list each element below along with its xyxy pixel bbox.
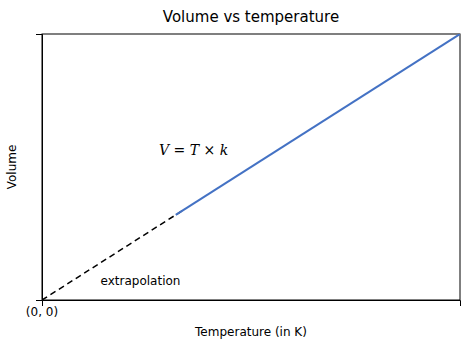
plot-frame — [42, 34, 460, 300]
x-axis — [43, 301, 461, 307]
x-axis-title: Temperature (in K) — [194, 325, 307, 339]
lines — [42, 34, 460, 300]
title: Volume vs temperature — [163, 8, 339, 26]
annotations: V = T × k extrapolation (0, 0) — [26, 142, 228, 319]
line — [176, 34, 460, 215]
origin-label: (0, 0) — [26, 305, 58, 319]
chart: Volume vs temperature Temperature (in K) V… — [0, 0, 474, 346]
annotation: extrapolation — [101, 274, 181, 288]
x-axis-line — [43, 301, 461, 307]
line — [42, 210, 184, 300]
plot — [36, 34, 461, 306]
formula: V = T × k — [159, 142, 228, 158]
y-axis-title: Volume — [5, 145, 19, 190]
